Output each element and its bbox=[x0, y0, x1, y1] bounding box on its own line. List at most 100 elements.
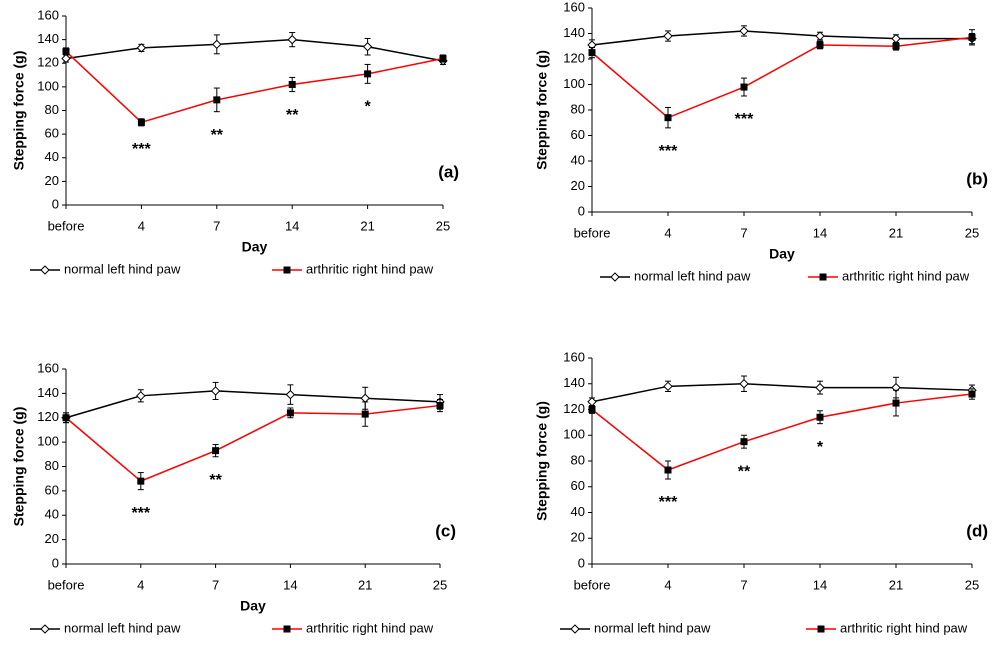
x-tick-label: 4 bbox=[664, 225, 671, 240]
y-tick-label: 60 bbox=[45, 482, 59, 497]
x-tick-label: 7 bbox=[740, 577, 747, 592]
panel-label: (a) bbox=[438, 162, 459, 181]
x-tick-label: before bbox=[48, 577, 85, 592]
significance-label: *** bbox=[659, 143, 678, 160]
marker bbox=[287, 34, 297, 45]
x-tick-label: 21 bbox=[889, 225, 903, 240]
marker bbox=[610, 272, 620, 282]
series-line bbox=[65, 50, 444, 124]
legend-label: normal left hind paw bbox=[64, 261, 181, 276]
x-tick-label: before bbox=[574, 225, 611, 240]
y-tick-label: 160 bbox=[37, 7, 59, 22]
marker bbox=[664, 466, 672, 474]
significance-label: *** bbox=[659, 494, 678, 511]
y-tick-label: 20 bbox=[45, 173, 59, 188]
marker bbox=[740, 438, 748, 446]
significance-label: ** bbox=[738, 463, 751, 480]
x-tick-label: before bbox=[48, 218, 85, 233]
x-axis-label: Day bbox=[769, 246, 795, 262]
x-tick-label: 4 bbox=[137, 577, 144, 592]
x-tick-label: 25 bbox=[965, 577, 979, 592]
series-line bbox=[591, 36, 973, 119]
y-tick-label: 60 bbox=[45, 126, 59, 141]
y-axis-label: Stepping force (g) bbox=[534, 50, 550, 170]
marker bbox=[968, 390, 976, 398]
marker bbox=[61, 53, 71, 64]
marker bbox=[663, 31, 673, 41]
significance-label: * bbox=[817, 439, 824, 456]
marker bbox=[816, 41, 824, 49]
marker bbox=[62, 47, 70, 55]
y-tick-label: 140 bbox=[37, 31, 59, 46]
marker bbox=[817, 625, 825, 633]
series-line bbox=[65, 390, 441, 419]
y-tick-label: 20 bbox=[571, 530, 585, 545]
marker bbox=[739, 26, 749, 36]
marker bbox=[587, 397, 597, 407]
y-tick-label: 80 bbox=[45, 458, 59, 473]
marker bbox=[361, 410, 369, 418]
marker bbox=[40, 624, 50, 634]
marker bbox=[364, 70, 372, 78]
y-tick-label: 60 bbox=[571, 478, 585, 493]
x-tick-label: 14 bbox=[283, 577, 297, 592]
marker bbox=[968, 33, 976, 41]
marker bbox=[40, 265, 50, 275]
y-axis-label: Stepping force (g) bbox=[11, 51, 27, 171]
legend-label: arthritic right hind paw bbox=[842, 268, 970, 283]
y-tick-label: 100 bbox=[563, 427, 585, 442]
x-tick-label: 21 bbox=[360, 218, 374, 233]
marker bbox=[819, 273, 827, 281]
legend-label: arthritic right hind paw bbox=[840, 620, 968, 635]
significance-label: * bbox=[364, 99, 371, 116]
y-tick-label: 40 bbox=[571, 152, 585, 167]
marker bbox=[285, 389, 296, 400]
panel-label: (b) bbox=[966, 169, 988, 188]
y-tick-label: 0 bbox=[578, 555, 585, 570]
marker bbox=[136, 43, 147, 53]
significance-label: *** bbox=[131, 505, 150, 522]
series-line bbox=[591, 30, 972, 46]
marker bbox=[213, 96, 221, 104]
legend-label: normal left hind paw bbox=[594, 620, 711, 635]
significance-label: ** bbox=[286, 107, 299, 124]
marker bbox=[136, 391, 146, 401]
marker bbox=[283, 266, 291, 274]
series-line bbox=[591, 382, 973, 403]
x-tick-label: 4 bbox=[664, 577, 671, 592]
marker bbox=[588, 406, 596, 413]
x-tick-label: 25 bbox=[433, 577, 447, 592]
x-tick-label: 4 bbox=[138, 218, 145, 233]
marker bbox=[62, 414, 70, 422]
chart-panel: 0 20 40 60 80 100 120 140 160 before 4 7 14 21 25 Day St… bbox=[534, 0, 988, 283]
x-axis-label: Day bbox=[242, 239, 268, 255]
x-tick-label: 7 bbox=[740, 225, 747, 240]
significance-label: *** bbox=[735, 111, 754, 128]
y-tick-label: 160 bbox=[563, 0, 585, 14]
y-tick-label: 120 bbox=[37, 55, 59, 70]
x-tick-label: 14 bbox=[285, 218, 299, 233]
y-axis-label: Stepping force (g) bbox=[11, 407, 27, 527]
series-line bbox=[591, 393, 973, 471]
marker bbox=[212, 447, 220, 455]
x-axis-label: Day bbox=[240, 598, 266, 614]
panel-label: (c) bbox=[435, 521, 456, 540]
marker bbox=[283, 625, 291, 633]
y-axis-label: Stepping force (g) bbox=[534, 401, 550, 521]
x-tick-label: 25 bbox=[965, 225, 979, 240]
marker bbox=[892, 42, 900, 50]
marker bbox=[286, 409, 294, 417]
y-tick-label: 0 bbox=[52, 196, 59, 211]
legend-label: arthritic right hind paw bbox=[306, 261, 434, 276]
x-tick-label: 7 bbox=[212, 577, 219, 592]
x-tick-label: 21 bbox=[889, 577, 903, 592]
y-tick-label: 140 bbox=[563, 375, 585, 390]
y-tick-label: 40 bbox=[45, 149, 59, 164]
marker bbox=[439, 55, 447, 63]
marker bbox=[892, 399, 900, 407]
marker bbox=[362, 42, 373, 52]
x-tick-label: 25 bbox=[436, 218, 450, 233]
marker bbox=[891, 33, 901, 44]
chart-panel: 0 20 40 60 80 100 120 140 160 before 4 7 14 21 25 Day St… bbox=[11, 360, 456, 635]
